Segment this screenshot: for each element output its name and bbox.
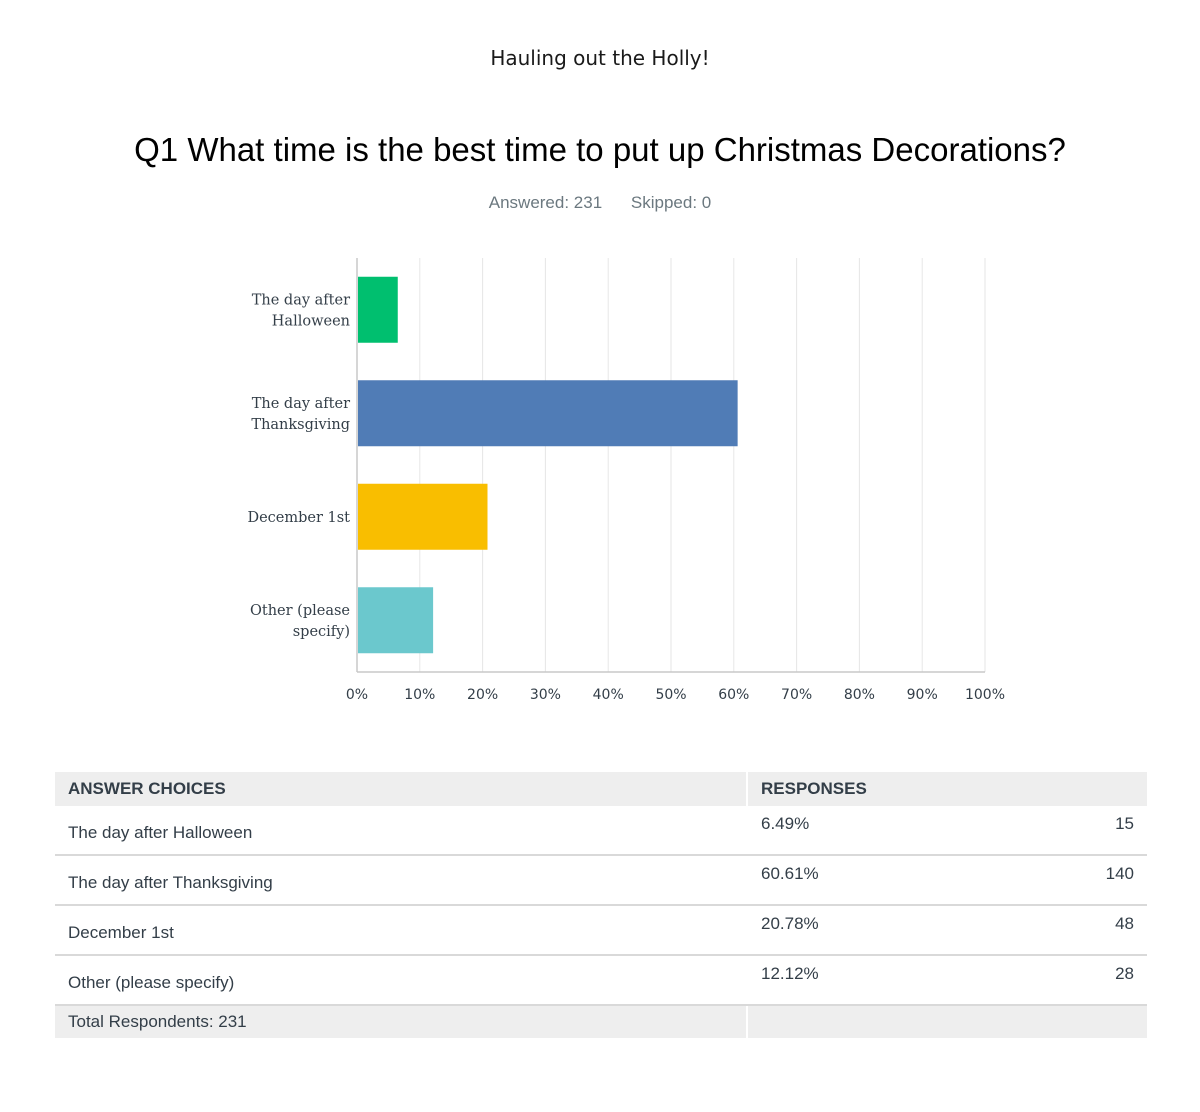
answered-count: Answered: 231 [488, 193, 603, 212]
response-count: 15 [1115, 814, 1134, 833]
table-row: The day after Halloween 6.49% 15 [55, 806, 1147, 856]
response-stats: Answered: 231 Skipped: 0 [0, 193, 1200, 213]
answer-choice: The day after Thanksgiving [55, 855, 747, 906]
category-label: Other (please [250, 603, 350, 619]
answer-table: ANSWER CHOICES RESPONSES The day after H… [55, 772, 1147, 1038]
category-label: Halloween [272, 313, 350, 329]
response-cell: 20.78% 48 [746, 905, 1147, 956]
bar-chart: 0% 10% 20% 30% 40% 50% 60% 70% 80% 90% 100% The day… [247, 258, 1005, 703]
responses-header: RESPONSES [747, 772, 1147, 806]
category-label: Thanksgiving [251, 417, 350, 433]
x-tick-label: 20% [467, 687, 498, 703]
response-count: 28 [1115, 964, 1134, 983]
answer-choice: December 1st [55, 905, 747, 956]
category-label: The day after [252, 292, 350, 308]
total-respondents: Total Respondents: 231 [55, 1005, 747, 1038]
bar [358, 483, 488, 550]
x-tick-label: 30% [530, 687, 561, 703]
response-cell: 6.49% 15 [746, 806, 1147, 856]
response-percent: 12.12% [761, 964, 819, 983]
table-row: The day after Thanksgiving 60.61% 140 [55, 855, 1147, 906]
bar [358, 276, 398, 343]
response-cell: 60.61% 140 [746, 855, 1147, 906]
x-tick-label: 40% [593, 687, 624, 703]
x-tick-label: 10% [404, 687, 435, 703]
response-count: 48 [1115, 914, 1134, 933]
table-row: Other (please specify) 12.12% 28 [55, 955, 1147, 1006]
x-tick-label: 100% [965, 687, 1005, 703]
question-title: Q1 What time is the best time to put up … [134, 131, 1066, 168]
x-tick-label: 0% [346, 687, 368, 703]
table-row: December 1st 20.78% 48 [55, 905, 1147, 956]
total-blank-cell [746, 1005, 1147, 1038]
bar [358, 587, 434, 654]
response-percent: 20.78% [761, 914, 819, 933]
answer-choice: Other (please specify) [55, 955, 747, 1006]
bar [358, 380, 738, 447]
total-row: Total Respondents: 231 [55, 1005, 1147, 1038]
x-tick-label: 60% [718, 687, 749, 703]
response-percent: 60.61% [761, 864, 819, 883]
survey-title: Hauling out the Holly! [490, 46, 710, 70]
answer-choice: The day after Halloween [55, 806, 747, 856]
x-tick-label: 70% [781, 687, 812, 703]
response-cell: 12.12% 28 [746, 955, 1147, 1006]
skipped-count: Skipped: 0 [630, 193, 712, 212]
response-count: 140 [1105, 864, 1134, 883]
category-label: The day after [252, 396, 350, 412]
answer-choices-header: ANSWER CHOICES [55, 772, 748, 806]
x-tick-label: 50% [655, 687, 686, 703]
category-label: specify) [293, 624, 350, 640]
response-percent: 6.49% [761, 814, 810, 833]
category-label: December 1st [247, 510, 350, 526]
table-header-row: ANSWER CHOICES RESPONSES [55, 772, 1147, 806]
x-tick-label: 90% [907, 687, 938, 703]
x-tick-label: 80% [844, 687, 875, 703]
